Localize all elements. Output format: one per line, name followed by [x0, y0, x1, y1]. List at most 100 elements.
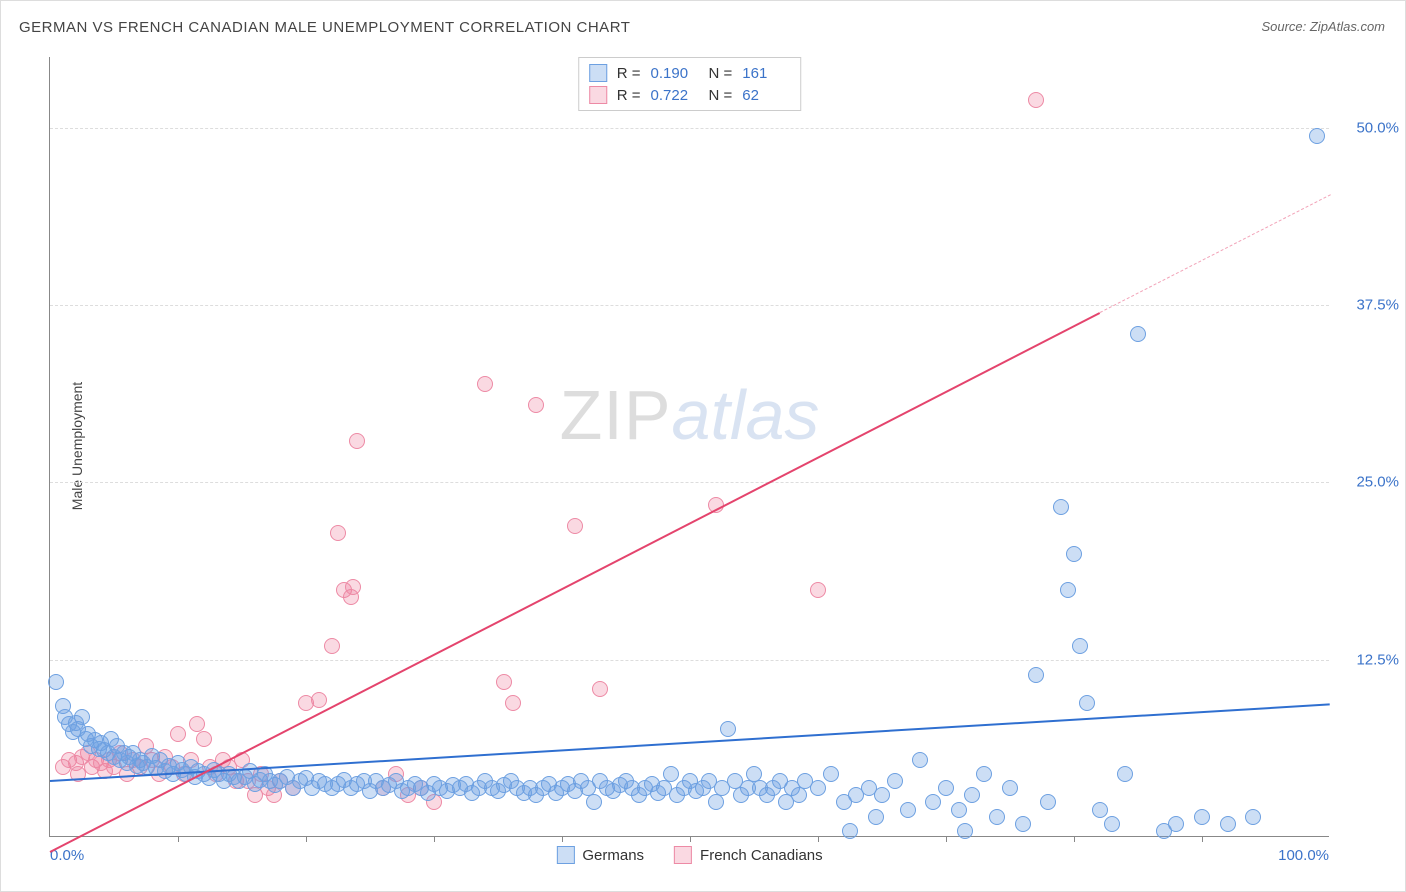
french-canadians-point	[196, 731, 212, 747]
germans-point	[810, 780, 826, 796]
y-tick-label: 37.5%	[1356, 297, 1399, 314]
germans-point	[1072, 638, 1088, 654]
y-tick-label: 12.5%	[1356, 651, 1399, 668]
germans-point	[1104, 816, 1120, 832]
french-canadians-point	[496, 674, 512, 690]
series-legend-item: French Canadians	[674, 846, 823, 864]
x-tick-label: 100.0%	[1278, 847, 1329, 864]
germans-point	[586, 794, 602, 810]
germans-point	[823, 766, 839, 782]
french-canadians-point	[311, 692, 327, 708]
x-tick-mark	[434, 836, 435, 842]
gridline	[50, 660, 1329, 661]
legend-n-label: N =	[709, 87, 733, 104]
germans-point	[1028, 667, 1044, 683]
legend-swatch	[589, 86, 607, 104]
x-tick-mark	[562, 836, 563, 842]
germans-point	[791, 787, 807, 803]
legend-swatch	[674, 846, 692, 864]
french-canadians-point	[505, 695, 521, 711]
legend-swatch	[556, 846, 574, 864]
watermark-zip: ZIP	[560, 376, 672, 454]
germans-point	[925, 794, 941, 810]
french-canadians-point	[592, 681, 608, 697]
chart-container: { "title": "GERMAN VS FRENCH CANADIAN MA…	[0, 0, 1406, 892]
watermark-atlas: atlas	[672, 376, 820, 454]
legend-n-value: 161	[742, 65, 790, 82]
germans-point	[938, 780, 954, 796]
legend-n-value: 62	[742, 87, 790, 104]
germans-point	[1053, 499, 1069, 515]
x-tick-mark	[178, 836, 179, 842]
germans-point	[74, 709, 90, 725]
germans-point	[1040, 794, 1056, 810]
y-tick-label: 50.0%	[1356, 119, 1399, 136]
legend-r-label: R =	[617, 65, 641, 82]
french-canadians-point	[477, 376, 493, 392]
germans-point	[989, 809, 1005, 825]
french-canadians-point	[330, 525, 346, 541]
gridline	[50, 482, 1329, 483]
germans-point	[912, 752, 928, 768]
french-canadians-point	[345, 579, 361, 595]
french-canadians-point	[170, 726, 186, 742]
germans-point	[1015, 816, 1031, 832]
germans-point	[842, 823, 858, 839]
source-attribution: Source: ZipAtlas.com	[1261, 19, 1385, 34]
germans-point	[48, 674, 64, 690]
y-tick-label: 25.0%	[1356, 474, 1399, 491]
germans-point	[1220, 816, 1236, 832]
french-canadians-point	[810, 582, 826, 598]
germans-point	[1245, 809, 1261, 825]
germans-point	[951, 802, 967, 818]
legend-swatch	[589, 64, 607, 82]
germans-point	[1060, 582, 1076, 598]
series-legend-label: French Canadians	[700, 847, 823, 864]
french-canadians-point	[1028, 92, 1044, 108]
x-tick-mark	[1202, 836, 1203, 842]
germans-point	[663, 766, 679, 782]
germans-point	[708, 794, 724, 810]
germans-point	[887, 773, 903, 789]
x-tick-mark	[818, 836, 819, 842]
gridline	[50, 305, 1329, 306]
germans-point	[1092, 802, 1108, 818]
germans-point	[1002, 780, 1018, 796]
series-legend-label: Germans	[582, 847, 644, 864]
legend-r-value: 0.722	[651, 87, 699, 104]
legend-row: R = 0.722 N = 62	[589, 84, 791, 106]
x-tick-mark	[306, 836, 307, 842]
germans-point	[1309, 128, 1325, 144]
gridline	[50, 128, 1329, 129]
germans-point	[964, 787, 980, 803]
x-tick-mark	[1074, 836, 1075, 842]
germans-point	[1079, 695, 1095, 711]
germans-point	[1130, 326, 1146, 342]
trend-line	[50, 704, 1330, 783]
x-tick-mark	[946, 836, 947, 842]
series-legend: Germans French Canadians	[556, 846, 822, 864]
legend-r-label: R =	[617, 87, 641, 104]
french-canadians-point	[324, 638, 340, 654]
watermark: ZIPatlas	[560, 375, 820, 455]
germans-point	[1066, 546, 1082, 562]
trend-line	[1099, 195, 1330, 314]
legend-r-value: 0.190	[651, 65, 699, 82]
french-canadians-point	[528, 397, 544, 413]
chart-title: GERMAN VS FRENCH CANADIAN MALE UNEMPLOYM…	[19, 19, 630, 36]
series-legend-item: Germans	[556, 846, 644, 864]
legend-row: R = 0.190 N = 161	[589, 62, 791, 84]
germans-point	[1168, 816, 1184, 832]
germans-point	[900, 802, 916, 818]
germans-point	[868, 809, 884, 825]
correlation-legend: R = 0.190 N = 161 R = 0.722 N = 62	[578, 57, 802, 111]
x-tick-mark	[690, 836, 691, 842]
germans-point	[957, 823, 973, 839]
germans-point	[720, 721, 736, 737]
french-canadians-point	[567, 518, 583, 534]
germans-point	[1117, 766, 1133, 782]
trend-line	[50, 312, 1101, 853]
legend-n-label: N =	[709, 65, 733, 82]
plot-area: ZIPatlas R =0.190N =161R =0.722N =62 Ger…	[49, 57, 1329, 837]
germans-point	[874, 787, 890, 803]
